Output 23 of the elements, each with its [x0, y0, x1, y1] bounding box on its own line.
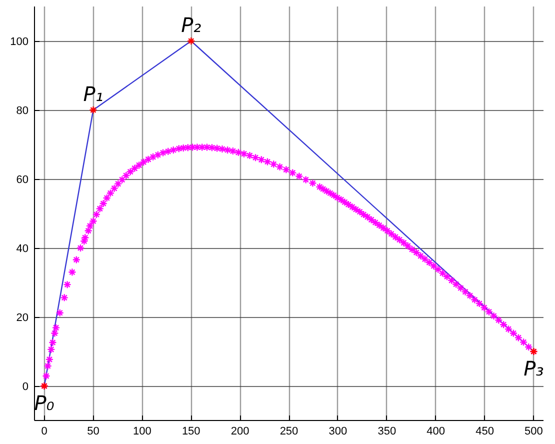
y-tick-label: 0	[22, 381, 29, 393]
y-tick-label: 20	[16, 312, 29, 324]
point	[187, 36, 196, 46]
annotation: P₁	[83, 82, 104, 106]
annotation: P₀	[34, 391, 54, 415]
y-tick-label: 40	[16, 243, 29, 255]
x-tick-label: 250	[280, 426, 298, 438]
x-tick-label: 400	[426, 426, 446, 438]
x-tick-label: 350	[378, 426, 396, 438]
x-tick-label: 0	[41, 426, 48, 438]
point	[89, 106, 98, 114]
annotation: P₃	[524, 356, 544, 380]
y-tick-label: 80	[16, 105, 29, 117]
x-tick-label: 200	[230, 426, 250, 438]
y-tick-label: 60	[16, 174, 29, 186]
x-tick-label: 300	[328, 426, 348, 438]
y-tick-label: 100	[10, 36, 29, 48]
x-tick-label: 450	[476, 426, 494, 438]
x-tick-label: 100	[132, 426, 152, 438]
x-tick-label: 50	[87, 426, 100, 438]
x-tick-label: 500	[524, 426, 543, 438]
annotation: P₂	[181, 13, 202, 37]
x-tick-label: 150	[182, 426, 200, 438]
